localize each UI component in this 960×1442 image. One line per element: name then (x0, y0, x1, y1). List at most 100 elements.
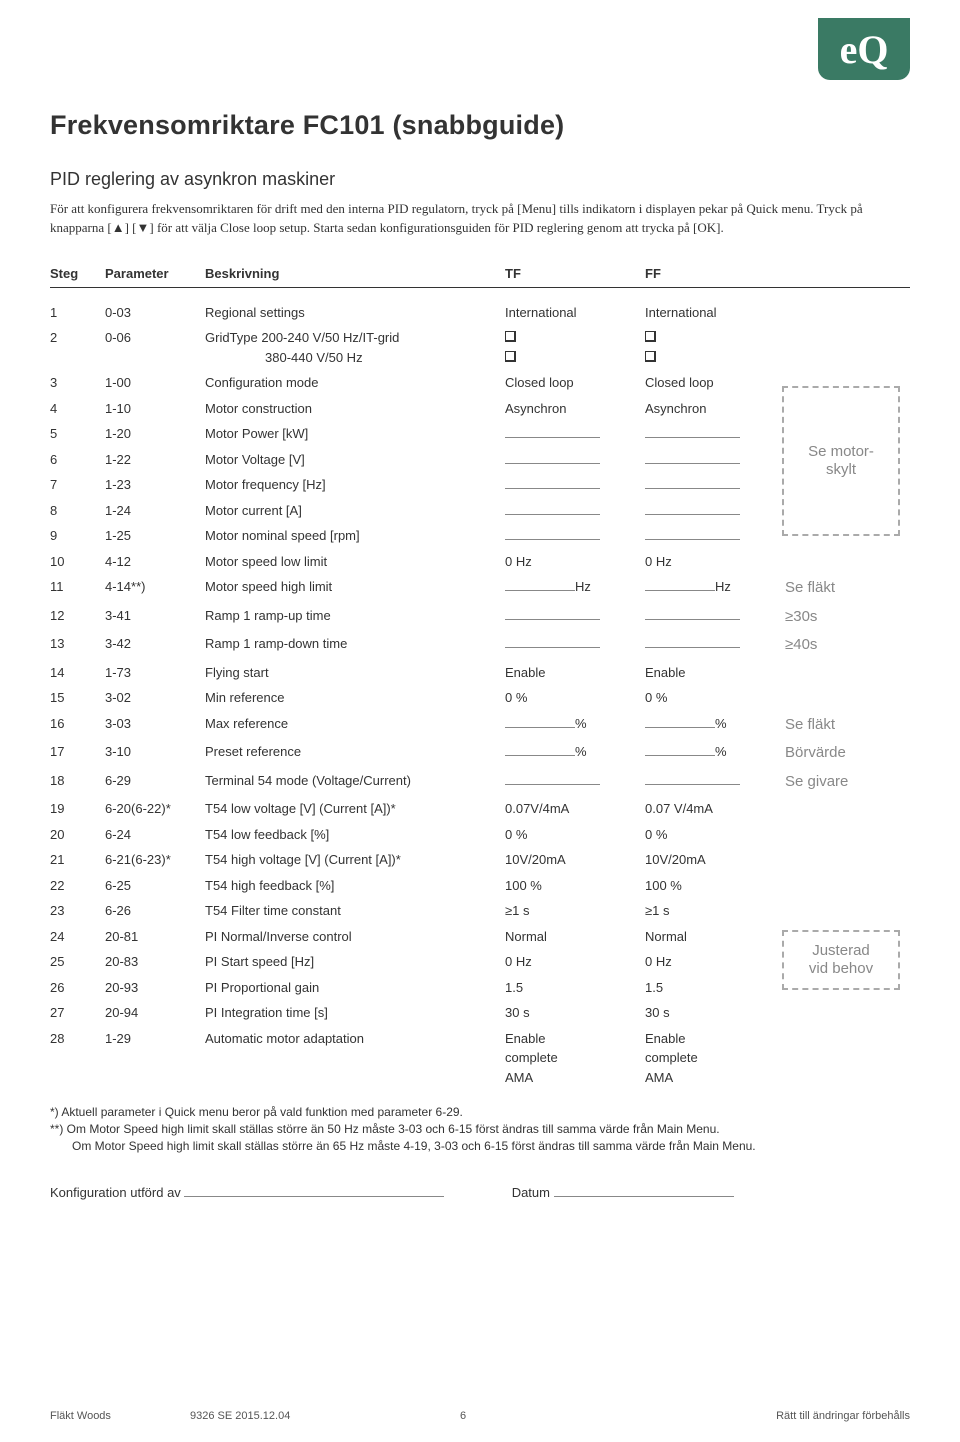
cell-note: Se fläkt (785, 714, 905, 737)
th-param: Parameter (105, 266, 205, 281)
table-row: 186-29Terminal 54 mode (Voltage/Current)… (50, 768, 910, 797)
footnote-1: *) Aktuell parameter i Quick menu beror … (50, 1104, 910, 1121)
sig-right-label: Datum (512, 1185, 550, 1200)
cell-besk: Terminal 54 mode (Voltage/Current) (205, 771, 505, 791)
signature-line: Konfiguration utförd av Datum (50, 1185, 910, 1200)
cell-param: 3-03 (105, 714, 205, 734)
table-row: 71-23Motor frequency [Hz] (50, 472, 910, 498)
cell-besk: T54 Filter time constant (205, 901, 505, 921)
table-row: 141-73Flying startEnableEnable (50, 660, 910, 686)
motorskylt-note: Se motor- skylt (782, 386, 900, 536)
table-row: 2620-93PI Proportional gain1.51.5 (50, 975, 910, 1001)
cell-steg: 8 (50, 501, 105, 521)
table-row: 2420-81PI Normal/Inverse controlNormalNo… (50, 924, 910, 950)
table-row: 104-12Motor speed low limit0 Hz0 Hz (50, 549, 910, 575)
cell-tf (505, 501, 645, 521)
cell-besk: Flying start (205, 663, 505, 683)
cell-steg: 25 (50, 952, 105, 972)
cell-tf (505, 606, 645, 626)
table-row: 20-06GridType 200-240 V/50 Hz/IT-grid380… (50, 325, 910, 370)
cell-ff: % (645, 714, 785, 734)
cell-param: 6-21(6-23)* (105, 850, 205, 870)
cell-ff: 0 Hz (645, 552, 785, 572)
th-besk: Beskrivning (205, 266, 505, 281)
cell-besk: T54 high voltage [V] (Current [A])* (205, 850, 505, 870)
cell-param: 20-81 (105, 927, 205, 947)
cell-besk: Motor nominal speed [rpm] (205, 526, 505, 546)
intro-paragraph: För att konfigurera frekvensomriktaren f… (50, 200, 910, 238)
cell-besk: Ramp 1 ramp-down time (205, 634, 505, 654)
cell-param: 1-73 (105, 663, 205, 683)
footnote-2: **) Om Motor Speed high limit skall stäl… (50, 1121, 910, 1138)
cell-besk: PI Start speed [Hz] (205, 952, 505, 972)
sig-left-blank[interactable] (184, 1185, 444, 1197)
cell-steg: 12 (50, 606, 105, 626)
cell-besk: GridType 200-240 V/50 Hz/IT-grid380-440 … (205, 328, 505, 367)
cell-steg: 23 (50, 901, 105, 921)
cell-tf: Enable (505, 663, 645, 683)
cell-steg: 7 (50, 475, 105, 495)
cell-steg: 28 (50, 1029, 105, 1049)
page-title: Frekvensomriktare FC101 (snabbguide) (50, 110, 910, 141)
cell-steg: 17 (50, 742, 105, 762)
brand-logo: eQ (818, 18, 910, 80)
cell-ff: ≥1 s (645, 901, 785, 921)
cell-steg: 10 (50, 552, 105, 572)
table-row: 133-42Ramp 1 ramp-down time≥40s (50, 631, 910, 660)
cell-tf: 0 % (505, 825, 645, 845)
cell-param: 4-12 (105, 552, 205, 572)
table-row: 123-41Ramp 1 ramp-up time≥30s (50, 603, 910, 632)
cell-ff (645, 501, 785, 521)
cell-tf: % (505, 742, 645, 762)
cell-param: 1-23 (105, 475, 205, 495)
cell-steg: 21 (50, 850, 105, 870)
cell-tf: 100 % (505, 876, 645, 896)
cell-param: 6-29 (105, 771, 205, 791)
cell-ff (645, 771, 785, 791)
cell-param: 0-03 (105, 303, 205, 323)
cell-param: 6-24 (105, 825, 205, 845)
cell-tf: % (505, 714, 645, 734)
cell-steg: 5 (50, 424, 105, 444)
cell-tf: 30 s (505, 1003, 645, 1023)
table-row: 81-24Motor current [A] (50, 498, 910, 524)
table-row: 216-21(6-23)*T54 high voltage [V] (Curre… (50, 847, 910, 873)
cell-ff (645, 450, 785, 470)
cell-tf (505, 450, 645, 470)
cell-steg: 27 (50, 1003, 105, 1023)
footer-page: 6 (460, 1410, 466, 1422)
cell-tf (505, 475, 645, 495)
cell-steg: 6 (50, 450, 105, 470)
table-row: 114-14**)Motor speed high limitHzHzSe fl… (50, 574, 910, 603)
table-row: 2720-94PI Integration time [s]30 s30 s (50, 1000, 910, 1026)
cell-besk: Configuration mode (205, 373, 505, 393)
cell-param: 20-93 (105, 978, 205, 998)
cell-param: 3-42 (105, 634, 205, 654)
table-row: 61-22Motor Voltage [V] (50, 447, 910, 473)
table-row: 281-29Automatic motor adaptationEnableco… (50, 1026, 910, 1091)
table-row: 153-02Min reference0 %0 % (50, 685, 910, 711)
cell-param: 3-10 (105, 742, 205, 762)
cell-tf: 0.07V/4mA (505, 799, 645, 819)
cell-ff: 0.07 V/4mA (645, 799, 785, 819)
cell-tf (505, 424, 645, 444)
cell-steg: 19 (50, 799, 105, 819)
cell-note: Börvärde (785, 742, 905, 765)
cell-tf: International (505, 303, 645, 323)
cell-besk: Regional settings (205, 303, 505, 323)
cell-param: 6-25 (105, 876, 205, 896)
cell-tf (505, 634, 645, 654)
cell-besk: Motor construction (205, 399, 505, 419)
cell-tf: 0 % (505, 688, 645, 708)
cell-ff (645, 526, 785, 546)
cell-param: 20-83 (105, 952, 205, 972)
cell-ff: % (645, 742, 785, 762)
cell-tf: Asynchron (505, 399, 645, 419)
cell-besk: Max reference (205, 714, 505, 734)
cell-besk: Automatic motor adaptation (205, 1029, 505, 1049)
cell-besk: Motor speed low limit (205, 552, 505, 572)
sig-right-blank[interactable] (554, 1185, 734, 1197)
cell-ff: Enable (645, 663, 785, 683)
cell-besk: Preset reference (205, 742, 505, 762)
cell-steg: 2 (50, 328, 105, 348)
